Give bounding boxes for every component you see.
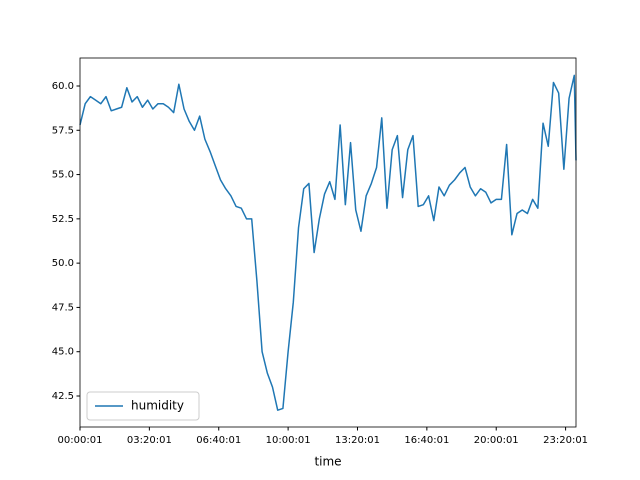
x-tick-label: 13:20:01 [335,435,380,446]
y-tick-label: 45.0 [52,347,74,358]
x-tick-label: 10:00:01 [266,435,311,446]
y-tick-label: 50.0 [52,258,74,269]
x-tick-label: 03:20:01 [127,435,172,446]
plot-area [80,58,576,427]
y-tick-label: 57.5 [52,125,74,136]
x-axis-label: time [314,455,341,469]
x-tick-label: 16:40:01 [404,435,449,446]
x-tick-label: 00:00:01 [58,435,103,446]
y-tick-label: 42.5 [52,391,74,402]
x-tick-label: 06:40:01 [196,435,241,446]
y-tick-label: 47.5 [52,302,74,313]
legend-box [86,391,200,421]
y-tick-label: 55.0 [52,170,74,181]
data-line [79,74,577,411]
y-tick-label: 52.5 [52,214,74,225]
x-tick-label: 23:20:01 [543,435,588,446]
x-tick-label: 20:00:01 [474,435,519,446]
axes-frame [79,57,577,428]
legend-label: humidity [131,399,184,413]
y-tick-label: 60.0 [52,81,74,92]
